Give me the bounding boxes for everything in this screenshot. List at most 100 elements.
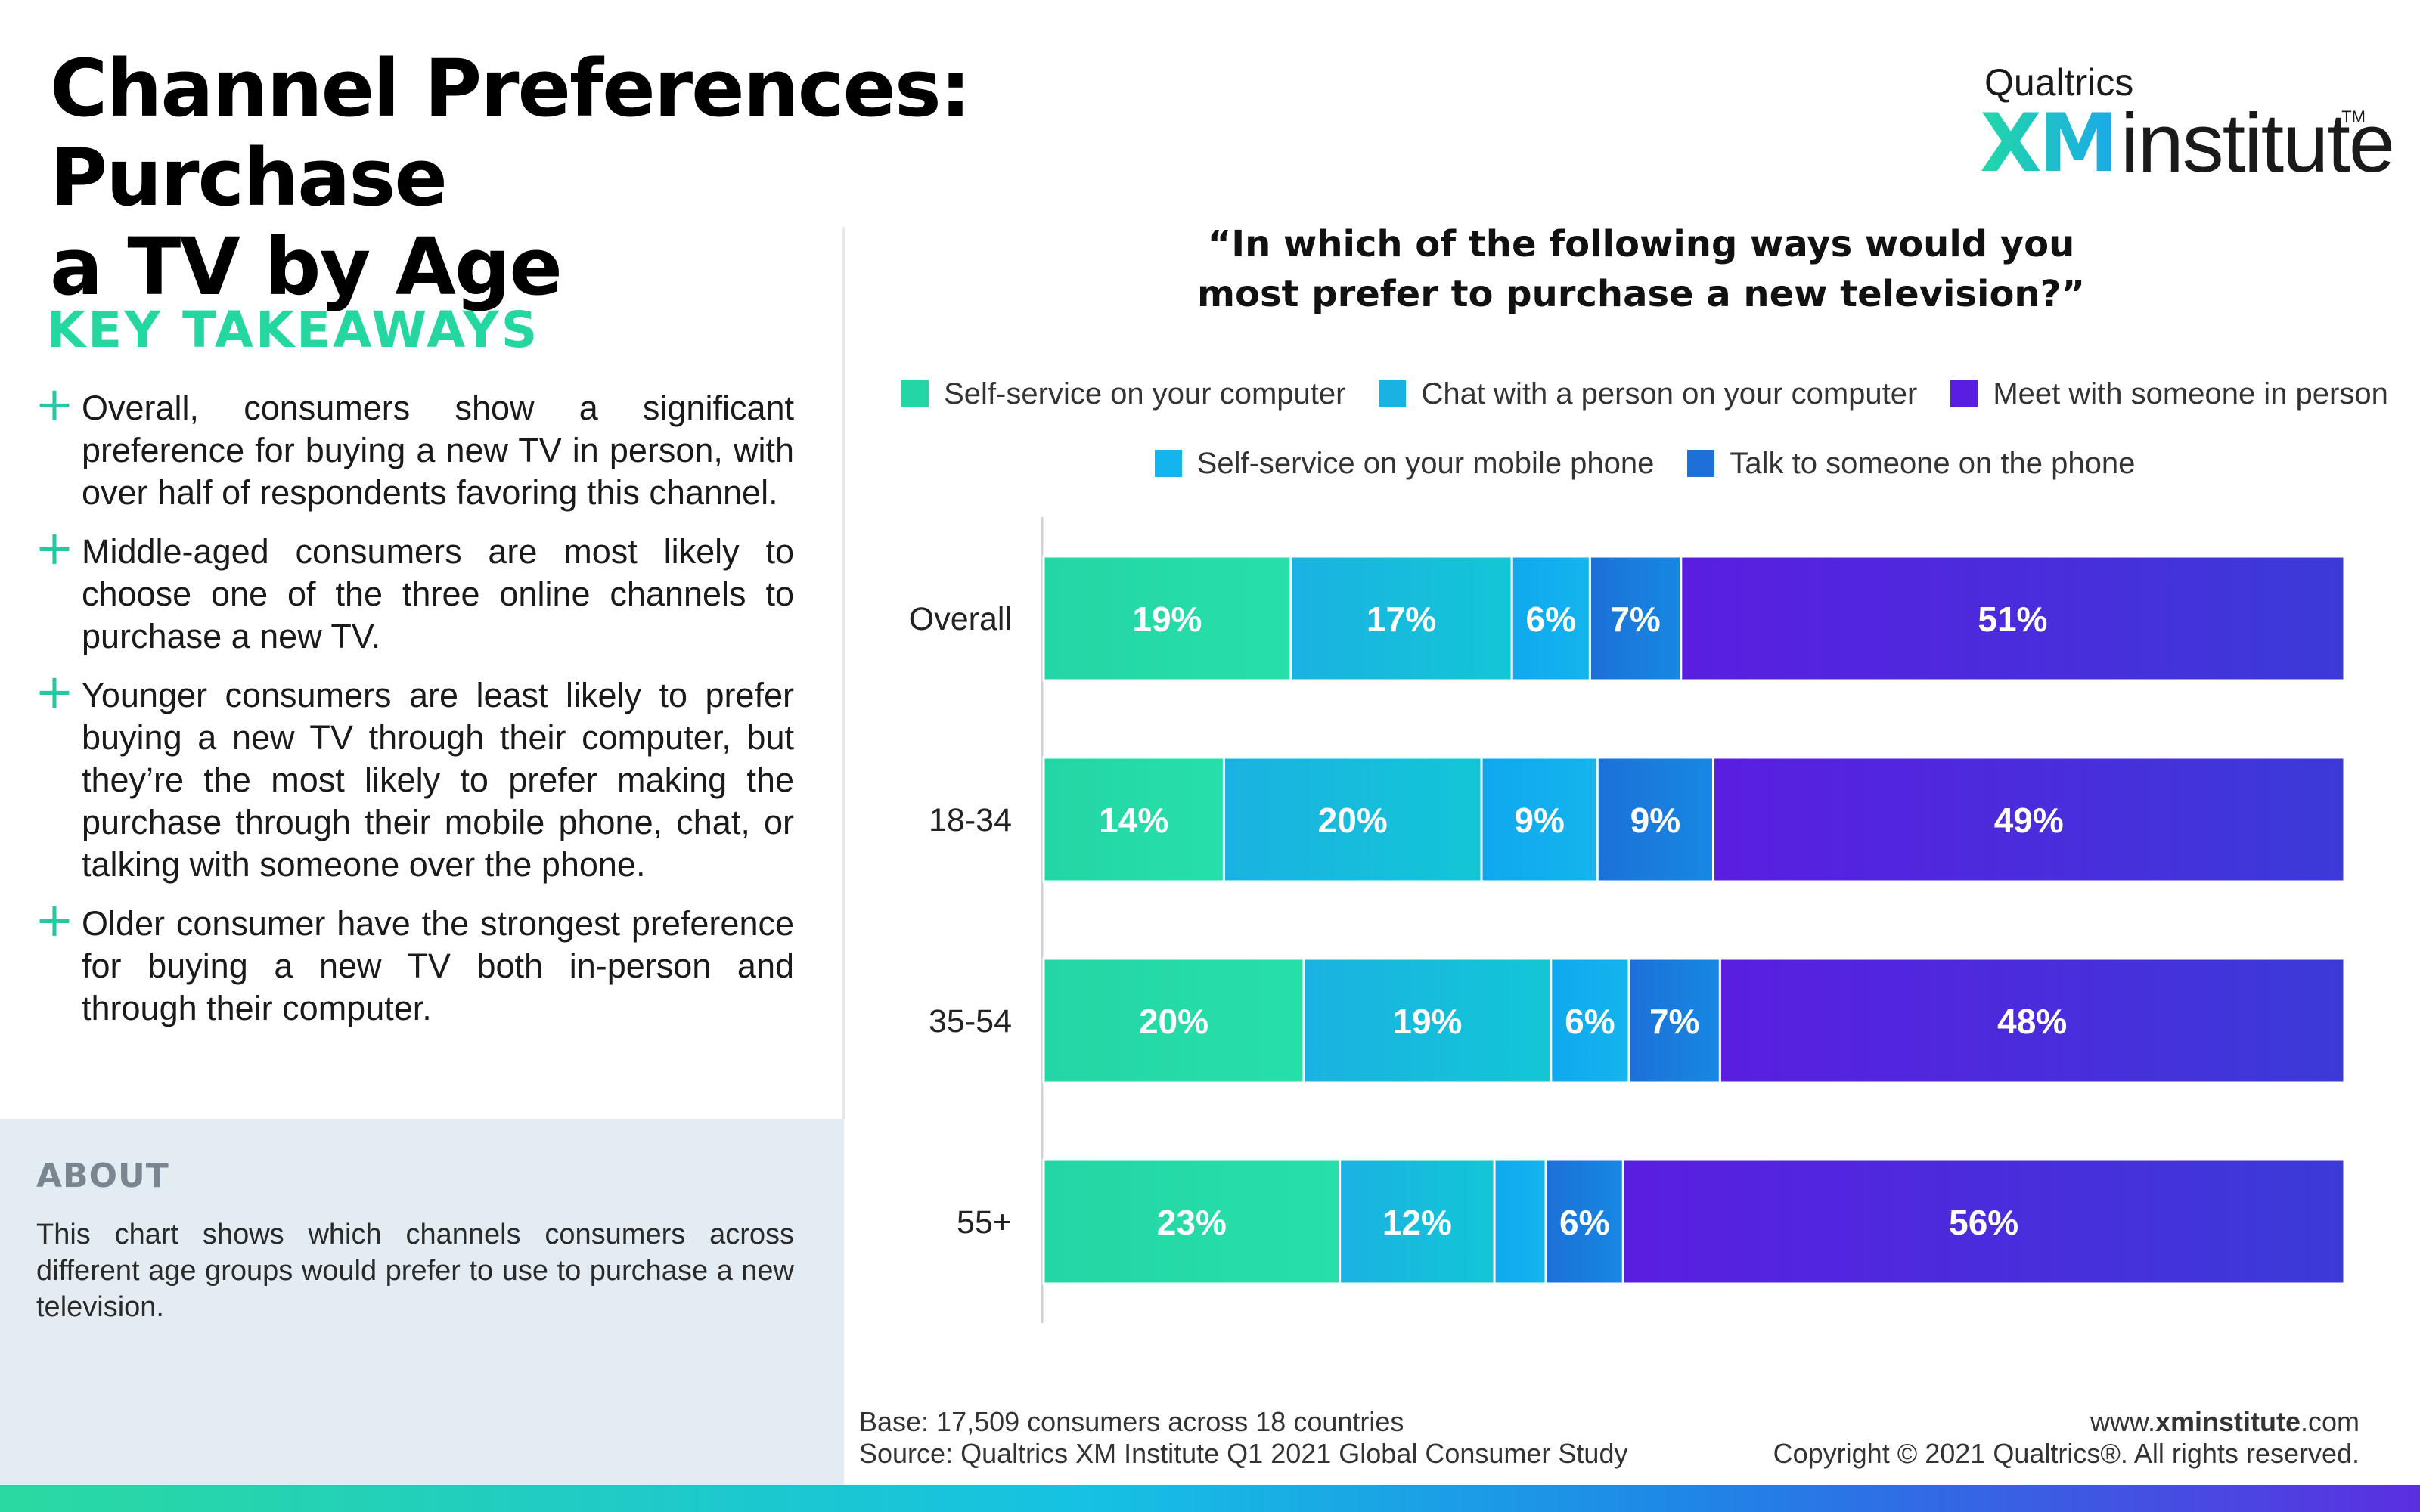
legend-item: Self-service on your mobile phone [1154, 446, 1655, 481]
footer-url-bold: xminstitute [2155, 1406, 2301, 1437]
category-label: 35-54 [929, 1003, 1012, 1040]
data-label: 9% [1514, 801, 1564, 840]
category-label: Overall [909, 601, 1012, 637]
legend-row-2: Self-service on your mobile phone Talk t… [870, 437, 2420, 490]
question-line-1: “In which of the following ways would yo… [1207, 223, 2075, 265]
legend-item: Self-service on your computer [901, 377, 1345, 411]
footer-url-prefix: www. [2090, 1406, 2155, 1437]
data-label: 6% [1526, 600, 1576, 639]
data-label: 51% [1978, 600, 2047, 639]
page-title-line-2: a TV by Age [50, 221, 563, 313]
data-label: 6% [1565, 1002, 1615, 1041]
data-label: 49% [1994, 801, 2064, 840]
category-label: 55+ [957, 1204, 1012, 1241]
footer-copyright-text: Copyright © 2021 Qualtrics®. All rights … [1773, 1438, 2360, 1469]
chart-legend: Self-service on your computer Chat with … [870, 367, 2420, 507]
data-label: 48% [1997, 1002, 2067, 1041]
bar-segment [1042, 1158, 1342, 1285]
takeaway-item: + Overall, consumers show a significant p… [35, 381, 794, 514]
bar-segment [1042, 555, 1292, 682]
plus-icon: + [35, 520, 74, 575]
legend-row-1: Self-service on your computer Chat with … [870, 367, 2420, 420]
data-label: 14% [1099, 801, 1168, 840]
key-takeaways-heading: KEY TAKEAWAYS [47, 301, 540, 359]
legend-label: Chat with a person on your computer [1421, 376, 1918, 411]
takeaway-text: Middle-aged consumers are most likely to… [82, 532, 794, 655]
plus-icon: + [35, 376, 74, 432]
bar-segment [1042, 756, 1225, 883]
stacked-bar-chart: Overall 19% 17% 6% 7% 51% 18-34 14% 20% 9% 9% 49% 35… [909, 517, 2346, 1323]
data-label: 9% [1630, 801, 1680, 840]
page-title-line-1: Channel Preferences: Purchase [50, 42, 971, 224]
data-label: 20% [1139, 1002, 1208, 1041]
bar-segment [1621, 1158, 2346, 1285]
logo-xm-text: XM [1980, 97, 2118, 190]
bar-segment [1712, 756, 2346, 883]
footer-url[interactable]: www.xminstitute.com [1773, 1406, 2360, 1438]
data-label: 23% [1157, 1203, 1227, 1242]
legend-label: Talk to someone on the phone [1730, 446, 2136, 480]
bottom-gradient-bar [0, 1485, 2420, 1512]
legend-swatch [1379, 380, 1407, 407]
logo-institute-text: institute [2121, 97, 2395, 190]
data-label: 7% [1649, 1002, 1699, 1041]
plus-icon: + [35, 664, 74, 719]
bar-segment [1596, 756, 1715, 883]
legend-item: Meet with someone in person [1950, 377, 2388, 411]
bar-segment [1680, 555, 2346, 682]
footer-url-suffix: .com [2300, 1406, 2360, 1437]
legend-label: Meet with someone in person [1993, 376, 2388, 411]
takeaway-item: + Middle-aged consumers are most likely t… [35, 525, 794, 658]
legend-label: Self-service on your mobile phone [1196, 446, 1655, 480]
bar-segment [1480, 756, 1599, 883]
takeaway-item: + Younger consumers are least likely to p… [35, 668, 794, 886]
data-label: 20% [1318, 801, 1388, 840]
footer-base: Base: 17,509 consumers across 18 countri… [859, 1406, 1404, 1437]
bar-segment [1544, 1158, 1624, 1285]
bar-segment [1042, 957, 1305, 1084]
logo-trademark: TM [2341, 107, 2366, 126]
column-divider [842, 227, 845, 1119]
bar-segment [1493, 1158, 1547, 1285]
legend-item: Chat with a person on your computer [1379, 377, 1917, 411]
page-title: Channel Preferences: Purchase a TV by Ag… [50, 44, 1336, 311]
data-label: 56% [1949, 1203, 2018, 1242]
data-label: 19% [1392, 1002, 1462, 1041]
data-label: 19% [1132, 600, 1202, 639]
xm-institute-logo: Qualtrics XM institute TM [1972, 53, 2395, 190]
bar-segment [1222, 756, 1483, 883]
about-panel: ABOUT This chart shows which channels co… [0, 1119, 844, 1485]
bar-segment [1627, 957, 1721, 1084]
legend-swatch [1950, 380, 1978, 407]
data-label: 12% [1382, 1203, 1452, 1242]
category-label: 18-34 [929, 802, 1012, 838]
bar-segment [1510, 555, 1591, 682]
about-title: ABOUT [36, 1157, 169, 1195]
footer-source: Base: 17,509 consumers across 18 countri… [859, 1406, 1627, 1470]
data-label: 17% [1367, 600, 1436, 639]
takeaway-text: Younger consumers are least likely to pr… [82, 676, 794, 884]
data-label: 6% [1559, 1203, 1609, 1242]
key-takeaways-list: + Overall, consumers show a significant p… [35, 381, 794, 1046]
takeaway-item: + Older consumer have the strongest prefe… [35, 897, 794, 1030]
legend-swatch [1154, 450, 1182, 477]
legend-swatch [1687, 450, 1715, 477]
about-text: This chart shows which channels consumer… [36, 1219, 794, 1323]
takeaway-text: Older consumer have the strongest prefer… [82, 904, 794, 1027]
plus-icon: + [35, 892, 74, 947]
logo-qualtrics-text: Qualtrics [1984, 61, 2134, 104]
bar-segment [1718, 957, 2346, 1084]
legend-swatch [901, 380, 929, 407]
takeaway-text: Overall, consumers show a significant pr… [82, 389, 794, 512]
bar-segment [1289, 555, 1513, 682]
footer-source-text: Source: Qualtrics XM Institute Q1 2021 G… [859, 1438, 1628, 1469]
legend-item: Talk to someone on the phone [1687, 447, 2135, 481]
bar-segment [1302, 957, 1553, 1084]
question-line-2: most prefer to purchase a new television… [1196, 273, 2085, 315]
footer-copyright: www.xminstitute.com Copyright © 2021 Qua… [1773, 1406, 2360, 1470]
bar-segment [1339, 1158, 1496, 1285]
bar-segment [1550, 957, 1630, 1084]
legend-label: Self-service on your computer [944, 376, 1346, 411]
chart-question: “In which of the following ways would yo… [862, 219, 2420, 319]
data-label: 7% [1610, 600, 1660, 639]
